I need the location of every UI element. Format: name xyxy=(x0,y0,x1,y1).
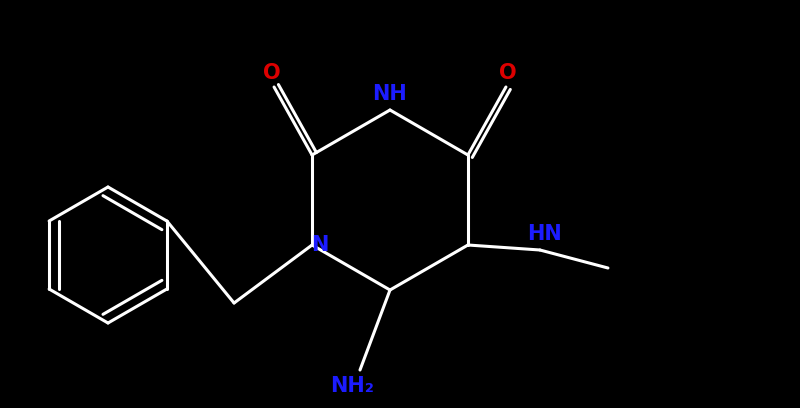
Text: HN: HN xyxy=(527,224,562,244)
Text: NH: NH xyxy=(373,84,407,104)
Text: O: O xyxy=(263,63,281,83)
Text: NH₂: NH₂ xyxy=(330,376,374,396)
Text: O: O xyxy=(499,63,517,83)
Text: N: N xyxy=(311,235,329,255)
